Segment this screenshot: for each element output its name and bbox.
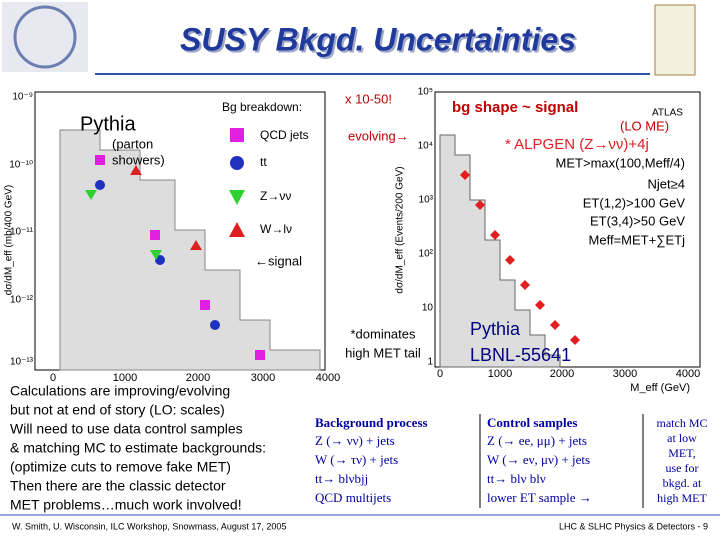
x-tick-label: 3000 [251,372,275,384]
y-tick-label: 10⁻¹² [10,295,34,306]
table-cell: W (→ eν, μν) + jets [487,452,590,467]
body-line: Then there are the classic detector [10,478,226,494]
cut: Njet≥4 [648,176,685,191]
footer-right: LHC & SLHC Physics & Detectors - 9 [559,521,708,531]
x-axis-label: M_eff (GeV) [630,382,690,394]
y-axis-label: dσ/dM_eff (Events/200 GeV) [395,166,406,293]
x-tick-label: 4000 [316,372,340,384]
x-tick-label: 1000 [488,368,512,380]
legend-label: W→lν [260,222,292,236]
note-line: use for [666,461,699,475]
y-tick-label: 10⁻¹³ [10,357,34,368]
y-tick-label: 10⁻¹⁰ [9,160,33,171]
body-line: Will need to use data control samples [10,421,243,437]
body-line: Calculations are improving/evolving [10,383,230,399]
y-tick-label: 10⁻¹¹ [10,227,34,238]
right-heading: bg shape ~ signal [452,99,578,116]
x-tick-label: 0 [50,372,56,384]
legend-label: QCD jets [260,128,309,142]
y-tick-label: 10³ [419,195,434,206]
y-tick-label: 10⁵ [418,87,433,98]
generator-note: (parton [112,136,153,151]
footer-left: W. Smith, U. Wisconsin, ILC Workshop, Sn… [12,521,286,531]
legend-swatch [230,128,244,142]
legend-label: Z→νν [260,189,291,203]
note-line: high MET [657,491,707,505]
body-line: MET problems…much work involved! [10,497,242,513]
y-tick-label: 10⁴ [418,141,433,152]
table-header: Control samples [487,415,577,430]
annotation: x 10-50! [345,91,392,106]
table-cell: lower ET sample → [487,490,592,505]
title: SUSY Bkgd. Uncertainties [180,21,576,57]
note-line: at low [667,431,697,445]
y-tick-label: 10⁻⁹ [12,92,33,103]
experiment: ATLAS [652,108,683,119]
alpgen: * ALPGEN (Z→νν)+4j [505,136,649,153]
table-cell: W (→ τν) + jets [315,452,398,467]
body-line: but not at end of story (LO: scales) [10,402,225,418]
right-logo [654,4,696,76]
left-markers [85,155,265,360]
x-tick-label: 0 [437,368,443,380]
note-line: match MC [657,416,708,430]
note-line: MET, [668,446,695,460]
lo-me: (LO ME) [620,118,669,133]
x-tick-label: 2000 [186,372,210,384]
generator: Pythia [80,113,136,135]
x-tick-label: 3000 [613,368,637,380]
cms-logo-ring [13,5,77,69]
cut: ET(3,4)>50 GeV [590,213,685,228]
table-cell: QCD multijets [315,490,391,505]
body-line: (optimize cuts to remove fake MET) [10,459,231,475]
generator-note: showers) [112,152,165,167]
table-cell: tt→ blν blν [487,471,546,486]
y-tick-label: 10 [422,303,434,314]
annotation: ←signal [255,253,302,268]
annotation: evolving→ [348,128,409,143]
legend-swatch [229,190,245,205]
table-header: Background process [315,415,428,430]
cut: Meff=MET+∑ETj [589,232,686,247]
body-line: & matching MC to estimate backgrounds: [10,440,266,456]
table-cell: tt→ blνbjj [315,471,368,486]
annotation: *dominates [350,326,416,341]
x-tick-label: 1000 [113,372,137,384]
pythia-label: Pythia [470,319,521,339]
title-shadow: SUSY Bkgd. Uncertainties [182,23,578,59]
reference: LBNL-55641 [470,345,571,365]
y-tick-label: 1 [427,357,433,368]
y-axis-label: dσ/dM_eff (mb/400 GeV) [4,185,15,295]
legend-title: Bg breakdown: [222,100,302,114]
right-hist [439,134,561,368]
table-cell: Z (→ ee, μμ) + jets [487,433,587,448]
legend-swatch [230,156,244,170]
table-cell: Z (→ νν) + jets [315,433,395,448]
y-tick-label: 10² [419,249,434,260]
cut: MET>max(100,Meff/4) [556,155,685,170]
legend-swatch [229,222,245,237]
legend-label: tt [260,155,267,169]
cut: ET(1,2)>100 GeV [583,195,686,210]
right-markers [460,170,580,345]
note-line: bkgd. at [663,476,702,490]
x-tick-label: 2000 [550,368,574,380]
x-tick-label: 4000 [676,368,700,380]
annotation: high MET tail [345,345,421,360]
